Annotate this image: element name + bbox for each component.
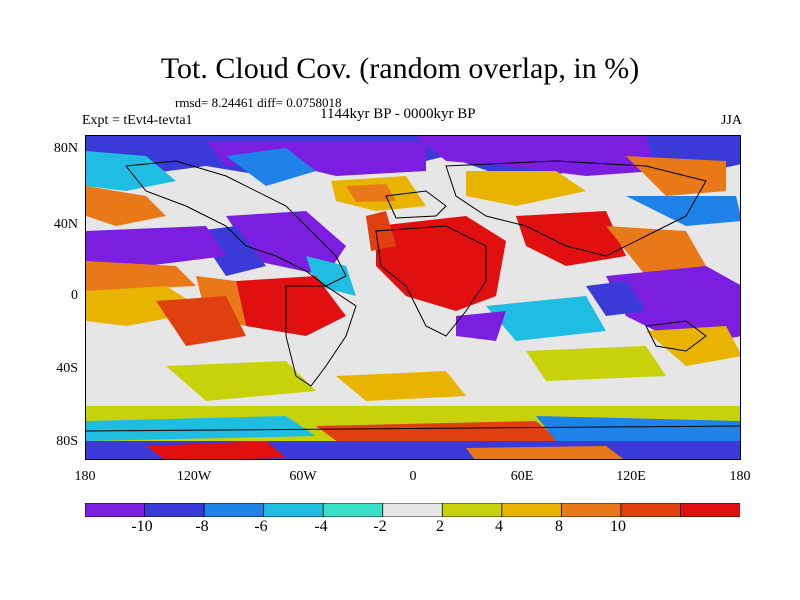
colorbar-swatch: [382, 503, 444, 517]
plot-title: Tot. Cloud Cov. (random overlap, in %): [160, 52, 640, 85]
lat-tick-80s: 80S: [56, 434, 78, 449]
map-canvas: [86, 136, 740, 459]
colorbar-label: -6: [254, 518, 268, 535]
colorbar-label: -8: [195, 518, 209, 535]
experiment-label: Expt = tEvt4-tevta1: [82, 113, 193, 128]
colorbar-swatch: [85, 503, 146, 517]
colorbar: [85, 503, 740, 517]
lat-tick-0: 0: [71, 288, 78, 303]
period-label: 1144kyr BP - 0000kyr BP: [320, 106, 476, 122]
colorbar-label: 4: [495, 518, 503, 535]
lon-tick-180w: 180: [74, 469, 96, 484]
season-label: JJA: [720, 113, 742, 128]
stats-line: rmsd= 8.24461 diff= 0.0758018: [175, 95, 342, 110]
colorbar-label: 10: [610, 518, 626, 535]
lon-tick-120e: 120E: [616, 469, 646, 484]
colorbar-label: 2: [436, 518, 444, 535]
lon-tick-60e: 60E: [510, 469, 534, 484]
colorbar-label: 8: [555, 518, 563, 535]
colorbar-swatch: [560, 503, 622, 517]
lon-tick-120w: 120W: [176, 469, 212, 484]
lat-tick-40n: 40N: [53, 217, 78, 232]
lon-tick-180e: 180: [729, 469, 751, 484]
colorbar-swatch: [263, 503, 325, 517]
colorbar-svg: [85, 503, 740, 517]
lon-tick-60w: 60W: [289, 469, 317, 484]
anomaly-map: [85, 135, 741, 460]
lat-tick-40s: 40S: [56, 361, 78, 376]
colorbar-swatch: [620, 503, 682, 517]
lat-tick-80n: 80N: [53, 141, 78, 156]
colorbar-swatch: [501, 503, 563, 517]
colorbar-swatch: [680, 503, 740, 517]
colorbar-label: -4: [314, 518, 328, 535]
colorbar-label: -2: [373, 518, 387, 535]
lon-tick-0: 0: [409, 469, 417, 484]
colorbar-label: -10: [131, 518, 153, 535]
colorbar-swatch: [203, 503, 265, 517]
colorbar-swatch: [144, 503, 205, 517]
colorbar-swatch: [322, 503, 384, 517]
colorbar-swatch: [441, 503, 503, 517]
